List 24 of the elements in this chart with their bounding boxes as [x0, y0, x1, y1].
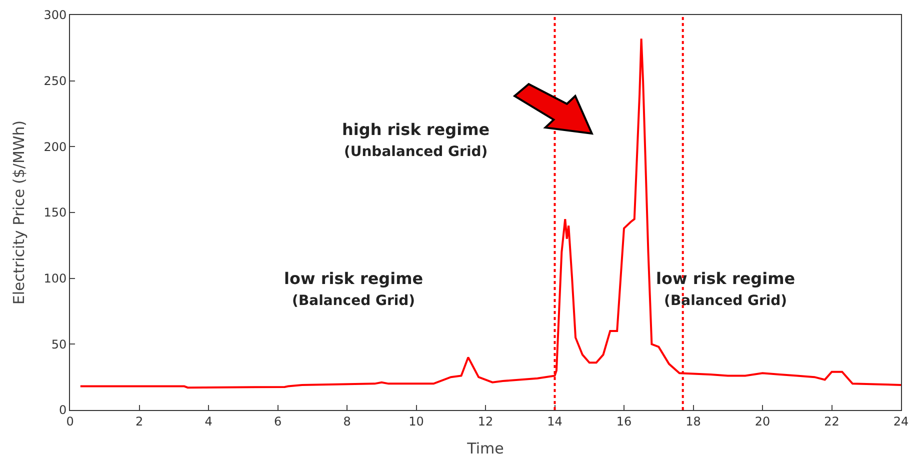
x-tick-label: 18: [686, 414, 701, 428]
x-tick-label: 14: [547, 414, 562, 428]
y-tick-label: 150: [44, 206, 67, 220]
y-tick-label: 50: [51, 337, 67, 352]
annotation: high risk regime (Unbalanced Grid): [342, 120, 490, 160]
x-tick-label: 4: [204, 414, 212, 428]
x-tick-label: 16: [616, 414, 632, 428]
annotation: low risk regime (Balanced Grid): [656, 269, 796, 309]
x-tick-label: 22: [824, 414, 840, 428]
y-tick-label: 200: [44, 140, 67, 154]
y-tick-label: 250: [44, 74, 67, 88]
x-tick-label: 12: [478, 414, 494, 428]
y-tick-label: 100: [44, 272, 67, 286]
x-tick-label: 10: [408, 414, 424, 428]
x-axis-title: Time: [466, 439, 504, 458]
annotation: low risk regime (Balanced Grid): [284, 269, 424, 309]
x-tick-label: 8: [343, 414, 351, 428]
y-tick-label: 300: [44, 8, 67, 22]
x-tick-label: 20: [754, 414, 770, 428]
y-axis-title: Electricity Price ($/MWh): [10, 120, 28, 305]
x-tick-label: 2: [135, 414, 144, 428]
x-tick-label: 6: [274, 414, 282, 428]
x-tick-label: 24: [893, 414, 909, 428]
y-tick-label: 0: [58, 403, 67, 418]
